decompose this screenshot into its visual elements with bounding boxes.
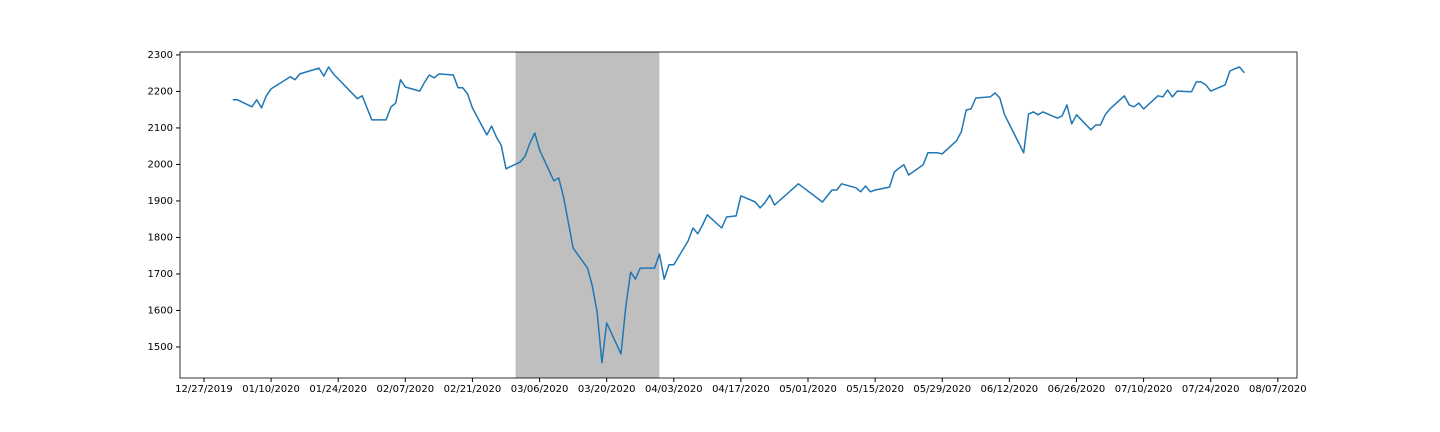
shaded-span	[515, 52, 660, 378]
y-tick-label: 2300	[148, 50, 173, 61]
x-tick-label: 03/20/2020	[578, 384, 636, 395]
x-tick-label: 05/01/2020	[779, 384, 837, 395]
x-tick-label: 04/03/2020	[645, 384, 703, 395]
x-tick-label: 07/24/2020	[1182, 384, 1240, 395]
data-line	[232, 66, 1245, 364]
y-tick-label: 1600	[148, 305, 173, 316]
y-tick-label: 2100	[148, 123, 173, 134]
plot-frame	[179, 51, 1298, 379]
x-tick-label: 08/07/2020	[1249, 384, 1307, 395]
y-tick-label: 1800	[148, 232, 173, 243]
y-tick-label: 1500	[148, 342, 173, 353]
y-tick-label: 2200	[148, 86, 173, 97]
x-tick-label: 07/10/2020	[1115, 384, 1173, 395]
x-tick-label: 01/10/2020	[242, 384, 300, 395]
x-tick-label: 03/06/2020	[511, 384, 569, 395]
x-tick-label: 04/17/2020	[712, 384, 770, 395]
x-tick-label: 01/24/2020	[309, 384, 367, 395]
y-tick-label: 1700	[148, 269, 173, 280]
x-tick-label: 06/26/2020	[1048, 384, 1106, 395]
x-tick-label: 02/07/2020	[376, 384, 434, 395]
x-tick-label: 12/27/2019	[175, 384, 233, 395]
y-tick-label: 1900	[148, 196, 173, 207]
x-tick-label: 05/29/2020	[913, 384, 971, 395]
x-tick-label: 06/12/2020	[981, 384, 1039, 395]
x-tick-label: 02/21/2020	[444, 384, 502, 395]
x-tick-label: 05/15/2020	[846, 384, 904, 395]
y-tick-label: 2000	[148, 159, 173, 170]
